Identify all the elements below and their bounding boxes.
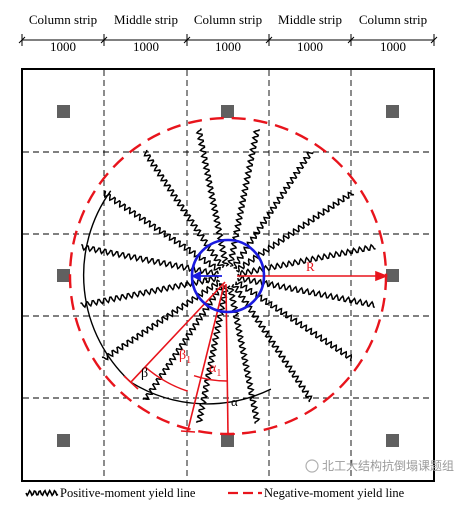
label-alpha: α: [231, 394, 238, 409]
positive-yield-line: [226, 285, 261, 424]
positive-yield-line: [142, 283, 223, 401]
positive-yield-line: [195, 285, 229, 424]
column: [386, 105, 399, 118]
angle-arc-beta1: [144, 366, 188, 392]
positive-yield-line: [195, 128, 230, 267]
angle-arc-beta: [82, 190, 132, 383]
positive-yield-line: [101, 279, 221, 361]
inner-radius-marker: [190, 271, 222, 281]
strip-label-5: Column strip: [359, 12, 427, 27]
positive-yield-line: [80, 274, 219, 309]
slab-outline: [21, 68, 435, 482]
dimension-label-5: 1000: [380, 39, 406, 54]
column: [221, 105, 234, 118]
positive-yield-line: [237, 243, 376, 278]
watermark: 北工大结构抗倒塌课题组: [305, 458, 454, 473]
column: [57, 269, 70, 282]
positive-yield-line: [235, 191, 355, 273]
legend-negative-label: Negative-moment yield line: [264, 486, 405, 500]
label-alpha1: α1: [209, 361, 221, 379]
positive-moment-yield-lines: [80, 128, 376, 424]
legend-positive-swatch: [25, 488, 59, 498]
column: [386, 269, 399, 282]
red-dimension-lines: [123, 270, 389, 435]
label-R: R: [306, 259, 315, 274]
positive-yield-line: [231, 283, 313, 403]
strip-label-1: Column strip: [29, 12, 97, 27]
columns: [57, 105, 399, 447]
positive-yield-line: [235, 281, 353, 362]
angle-arc-alpha: [130, 381, 272, 405]
positive-yield-line: [143, 149, 225, 269]
dimension-label-2: 1000: [133, 39, 159, 54]
label-beta1: β1: [179, 348, 191, 366]
column: [386, 434, 399, 447]
angle-arc-alpha1: [193, 375, 229, 382]
legend: Positive-moment yield line Negative-mome…: [25, 486, 405, 500]
positive-yield-line: [103, 190, 221, 271]
svg-text:北工大结构抗倒塌课题组: 北工大结构抗倒塌课题组: [322, 458, 454, 473]
strip-label-3: Column strip: [194, 12, 262, 27]
positive-yield-line: [80, 243, 219, 277]
label-beta: β: [141, 366, 148, 381]
label-r: r: [205, 272, 209, 286]
positive-yield-line: [233, 151, 314, 269]
column: [57, 434, 70, 447]
positive-yield-line: [237, 275, 376, 309]
column: [221, 434, 234, 447]
strip-label-2: Middle strip: [114, 12, 178, 27]
dimension-label-3: 1000: [215, 39, 241, 54]
legend-positive-label: Positive-moment yield line: [60, 486, 196, 500]
dimension-label-4: 1000: [297, 39, 323, 54]
positive-yield-line: [227, 128, 261, 267]
dimension-label-1: 1000: [50, 39, 76, 54]
strip-grid: [23, 70, 433, 480]
dimension-line: [18, 34, 438, 46]
column: [57, 105, 70, 118]
strip-label-4: Middle strip: [278, 12, 342, 27]
